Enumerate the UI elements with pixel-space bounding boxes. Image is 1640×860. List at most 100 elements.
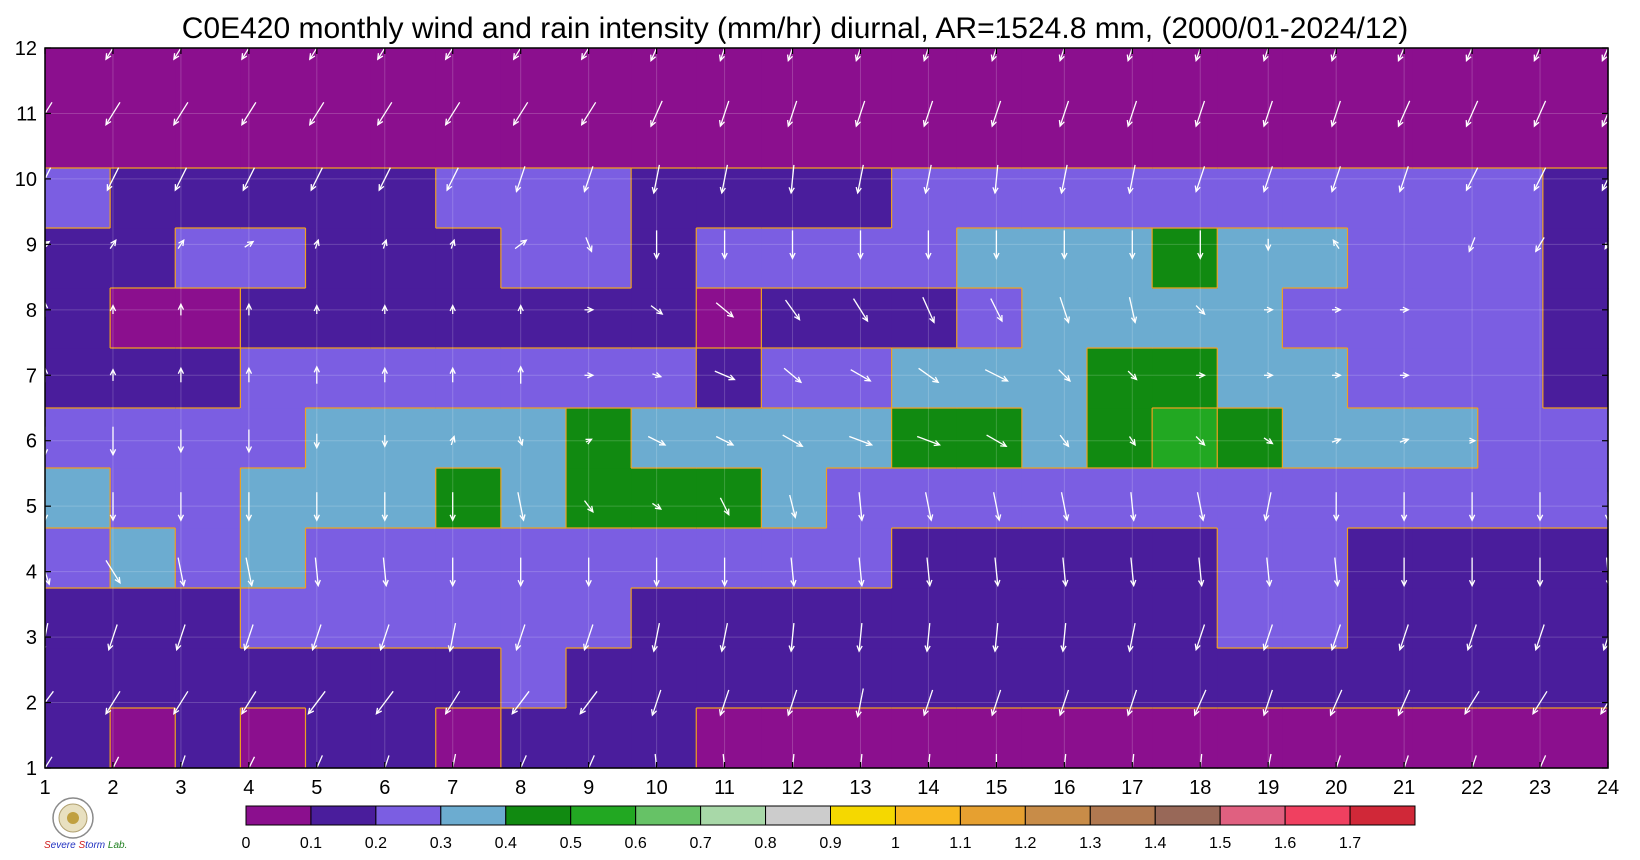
x-tick-label: 6: [379, 777, 390, 799]
colorbar-swatch: [245, 805, 312, 826]
intensity-cell: [1021, 168, 1088, 229]
colorbar-label: 0.9: [819, 835, 841, 852]
wind-arrow: [993, 230, 1000, 260]
y-tick-label: 3: [26, 627, 37, 649]
intensity-cell: [1412, 528, 1479, 589]
plot-frame: [44, 47, 1609, 769]
intensity-cell: [1152, 228, 1218, 289]
wind-arrow: [511, 690, 530, 715]
wind-arrow: [1197, 557, 1205, 588]
intensity-cell: [1152, 168, 1218, 229]
colorbar-swatch: [505, 805, 572, 826]
wind-arrow: [850, 369, 872, 382]
intensity-cell: [1087, 108, 1153, 169]
wind-arrow: [1262, 624, 1274, 652]
intensity-cell: [45, 348, 111, 409]
intensity-cell: [500, 228, 567, 289]
x-tick-label: 22: [1461, 777, 1483, 799]
intensity-cell: [500, 528, 567, 589]
intensity-cell: [45, 408, 111, 469]
intensity-cell: [1282, 108, 1349, 169]
logo-wordmark: Severe Storm Lab.: [44, 840, 127, 851]
intensity-cell: [1087, 228, 1153, 289]
colorbar-label: 1.5: [1209, 835, 1231, 852]
intensity-cell: [761, 648, 828, 709]
intensity-cell: [1347, 648, 1414, 709]
wind-arrow: [1397, 689, 1411, 717]
intensity-cell: [45, 48, 111, 109]
intensity-cell: [370, 108, 437, 169]
colorbar-swatch: [1284, 805, 1351, 826]
intensity-cell: [566, 588, 632, 649]
intensity-cell: [1217, 588, 1283, 649]
intensity-cell: [370, 48, 437, 109]
intensity-cell: [1347, 588, 1414, 649]
intensity-cell: [696, 228, 762, 289]
wind-arrow: [174, 167, 188, 192]
intensity-cell: [956, 348, 1023, 409]
intensity-cell: [956, 288, 1023, 349]
wind-arrow: [585, 557, 592, 588]
intensity-cell: [435, 708, 502, 769]
x-tick-label: 11: [714, 777, 735, 799]
intensity-cell: [1152, 108, 1218, 169]
x-tick-label: 3: [175, 777, 186, 799]
intensity-cell: [305, 408, 372, 469]
colorbar-label: 0.2: [365, 835, 387, 852]
intensity-cell: [1542, 648, 1609, 709]
colorbar: 0 0.1 0.2 0.3 0.4 0.5 0.6 0.7 0.8 0.9 1 1.1 1.2 1.3 1.…: [242, 805, 1416, 852]
intensity-cell: [1217, 288, 1283, 349]
intensity-cell: [761, 588, 828, 649]
intensity-cell: [566, 708, 632, 769]
colorbar-swatch: [830, 805, 896, 826]
wind-arrow: [308, 101, 325, 126]
wind-arrow: [310, 167, 323, 192]
x-tick-label: 15: [985, 777, 1007, 799]
intensity-cell: [240, 468, 307, 529]
wind-arrow: [1399, 372, 1410, 379]
wind-arrow: [1126, 100, 1138, 128]
wind-arrow: [924, 623, 931, 653]
wind-arrow: [651, 164, 661, 195]
intensity-cell: [696, 348, 762, 409]
intensity-cell: [370, 408, 437, 469]
wind-arrow: [992, 164, 999, 195]
intensity-cell: [500, 408, 567, 469]
wind-arrow: [1468, 557, 1476, 588]
wind-arrow: [173, 690, 189, 715]
wind-arrow: [514, 239, 528, 250]
wind-arrow: [926, 557, 933, 588]
colorbar-swatch: [310, 805, 377, 826]
wind-arrow: [381, 492, 388, 522]
intensity-cell: [240, 48, 307, 109]
wind-arrow: [1129, 230, 1136, 260]
intensity-cell: [175, 48, 241, 109]
y-tick-label: 4: [26, 562, 37, 584]
intensity-cell: [1217, 648, 1283, 709]
wind-arrow: [786, 689, 798, 717]
wind-arrow: [986, 434, 1008, 448]
x-tick-label: 14: [917, 777, 939, 799]
intensity-cell: [1477, 168, 1544, 229]
wind-arrow: [245, 302, 253, 316]
colorbar-label: 0.8: [754, 835, 776, 852]
intensity-cell: [1087, 348, 1153, 409]
x-tick-label: 19: [1257, 777, 1279, 799]
x-tick-label: 24: [1597, 777, 1619, 799]
wind-arrow: [721, 230, 728, 260]
colorbar-swatch: [1089, 805, 1156, 826]
intensity-cell: [1412, 468, 1479, 529]
colorbar-swatch: [375, 805, 442, 826]
intensity-cell: [1021, 588, 1088, 649]
wind-arrow: [245, 557, 254, 588]
wind-arrow: [313, 365, 320, 384]
y-tick-label: 7: [26, 365, 37, 387]
intensity-cell: [826, 348, 893, 409]
intensity-cell: [1542, 708, 1609, 769]
intensity-cell: [370, 228, 437, 289]
intensity-cell: [110, 708, 176, 769]
intensity-cell: [1347, 528, 1414, 589]
wind-arrow: [313, 433, 320, 450]
x-tick-label: 18: [1189, 777, 1211, 799]
intensity-cell: [1087, 48, 1153, 109]
